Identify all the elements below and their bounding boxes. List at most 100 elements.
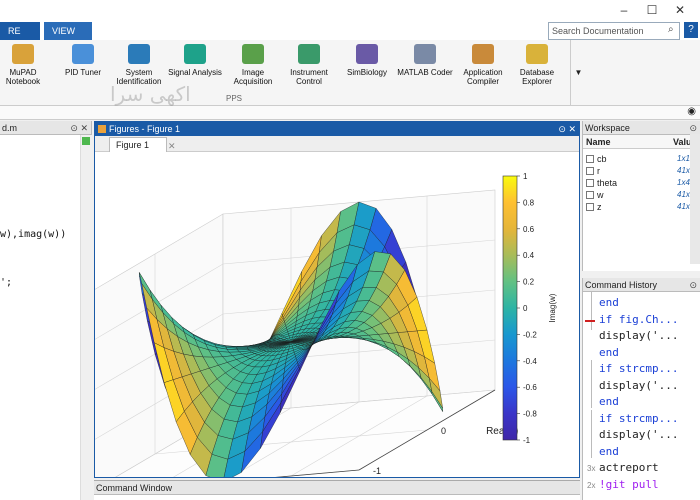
workspace-variable-row[interactable]: theta 1x41 d — [583, 177, 700, 189]
y-tick-label: -1 — [373, 466, 381, 476]
apps-toolstrip: MuPAD Notebook PID Tuner System Identifica… — [0, 40, 700, 106]
system-identification-icon — [128, 44, 150, 64]
panel-actions-icon[interactable]: ⊙ ✕ — [70, 123, 88, 133]
history-error-marker — [585, 320, 595, 322]
x-tick-label: -1 — [355, 476, 363, 477]
variable-icon — [586, 191, 594, 199]
code-line[interactable]: w),imag(w)) — [0, 229, 67, 240]
history-entry[interactable]: !git pull — [599, 477, 659, 491]
panel-actions-icon[interactable]: ⊙ — [689, 280, 697, 290]
colorbar-tick-label: 1 — [523, 172, 528, 181]
gridline — [95, 239, 496, 340]
history-repeat-count: 2x — [587, 480, 596, 490]
history-entry[interactable]: if fig.Ch... — [599, 312, 679, 326]
tab-view[interactable]: VIEW — [44, 22, 92, 40]
database-explorer-icon — [526, 44, 548, 64]
workspace-variable-row[interactable]: z 41x41 — [583, 201, 700, 213]
workspace-variable-row[interactable]: r 41x1 d — [583, 165, 700, 177]
history-entry[interactable]: end — [599, 395, 619, 408]
workspace-panel: Workspace ⊙ Name Value cb 1x1 Co r 41x1 d th… — [582, 121, 700, 271]
y-axis-label: Real(z) — [486, 426, 518, 437]
search-icon[interactable]: ⌕ — [668, 24, 674, 35]
tab-figure-1[interactable]: Figure 1 ✕ — [109, 137, 176, 152]
tool-button[interactable]: Database Explorer — [506, 44, 568, 86]
section-label: PPS — [226, 94, 243, 103]
tool-button[interactable]: Image Acquisition — [222, 44, 284, 86]
matlab-coder-icon — [414, 44, 436, 64]
search-input[interactable]: Search Documentation — [548, 22, 680, 40]
surface-plot[interactable]: 10.50-0.5-1-101-1-0.500.51Imag(z)Real(z)… — [95, 152, 579, 477]
tool-button[interactable]: Application Compiler — [452, 44, 514, 86]
tool-label: Signal Analysis — [168, 68, 222, 77]
code-line[interactable]: '; — [0, 277, 13, 288]
command-window-title: Command Window — [96, 483, 173, 493]
editor-file-name[interactable]: d.m — [2, 123, 18, 133]
colorbar-tick-label: 0 — [523, 304, 528, 313]
help-button[interactable]: ? — [684, 22, 698, 38]
editor-header: d.m ⊙ ✕ — [0, 121, 91, 135]
variable-value: 41x41 — [677, 190, 699, 199]
history-entry[interactable]: if strcmp... — [599, 362, 679, 375]
figure-tabs: Figure 1 ✕ — [95, 136, 579, 152]
column-name[interactable]: Name — [586, 137, 611, 147]
simbiology-icon — [356, 44, 378, 64]
tool-label: Instrument Control — [290, 68, 328, 86]
history-entry[interactable]: display('... — [599, 428, 679, 441]
workspace-variable-row[interactable]: w 41x41 — [583, 189, 700, 201]
tool-button[interactable]: MuPAD Notebook — [0, 44, 54, 86]
tool-button[interactable]: PID Tuner — [52, 44, 114, 77]
variable-value: 41x1 d — [677, 166, 700, 175]
minimize-button[interactable]: – — [620, 3, 628, 17]
close-button[interactable]: ✕ — [674, 3, 686, 17]
column-value[interactable]: Value — [673, 137, 697, 147]
y-axis-line — [358, 389, 496, 471]
tab-apps[interactable]: RE — [0, 22, 40, 40]
history-entry[interactable]: if strcmp... — [599, 411, 679, 425]
panel-actions-icon[interactable]: ⊙ — [689, 123, 697, 133]
history-entry[interactable]: end — [599, 296, 619, 309]
variable-name: w — [597, 190, 604, 200]
workspace-header: Workspace ⊙ — [583, 121, 700, 135]
expand-apps-gallery-button[interactable]: ▼ — [570, 40, 586, 106]
workspace-scrollbar[interactable] — [690, 134, 700, 264]
pid-tuner-icon — [72, 44, 94, 64]
history-entry[interactable]: display('... — [599, 329, 679, 342]
maximize-button[interactable]: ☐ — [646, 3, 658, 17]
address-options-icon[interactable]: ◉ — [687, 106, 696, 117]
x-axis-line — [275, 469, 360, 477]
workspace-title: Workspace — [585, 123, 630, 133]
address-bar: ◉ — [0, 106, 700, 120]
editor-gutter — [80, 135, 92, 500]
variable-value: 41x41 — [677, 202, 699, 211]
history-entry[interactable]: end — [599, 345, 619, 359]
tool-button[interactable]: Instrument Control — [278, 44, 340, 86]
tool-button[interactable]: MATLAB Coder — [394, 44, 456, 77]
history-entry[interactable]: display('... — [599, 378, 679, 392]
tool-button[interactable]: Signal Analysis — [164, 44, 226, 77]
history-entry[interactable]: end — [599, 444, 619, 458]
colorbar-tick-label: 0.6 — [523, 225, 535, 234]
history-header: Command History ⊙ — [583, 278, 700, 292]
colorbar-tick-label: -0.6 — [523, 383, 537, 392]
mupad-icon — [12, 44, 34, 64]
colorbar-tick-label: -1 — [523, 436, 531, 445]
figure-panel: Figures - Figure 1 ⊙ ✕ Figure 1 ✕ 10.50-… — [94, 121, 580, 478]
colorbar — [502, 175, 518, 441]
tool-button[interactable]: System Identification — [108, 44, 170, 86]
colorbar-tick-label: 0.4 — [523, 251, 535, 260]
workspace-variable-row[interactable]: cb 1x1 Co — [583, 153, 700, 165]
variable-name: z — [597, 202, 602, 212]
tool-label: MATLAB Coder — [397, 68, 453, 77]
application-compiler-icon — [472, 44, 494, 64]
history-group-bracket — [591, 292, 592, 330]
history-entry[interactable]: actreport — [599, 461, 659, 474]
panel-actions-icon[interactable]: ⊙ ✕ — [558, 124, 576, 134]
variable-icon — [586, 203, 594, 211]
code-analyzer-ok-icon[interactable] — [82, 137, 90, 145]
tool-button[interactable]: SimBiology — [336, 44, 398, 77]
command-window-header: Command Window — [94, 481, 580, 495]
close-tab-icon[interactable]: ✕ — [168, 141, 176, 151]
tool-label: System Identification — [116, 68, 162, 86]
workspace-columns: Name Value — [583, 135, 700, 149]
command-window[interactable]: Command Window — [94, 480, 580, 500]
